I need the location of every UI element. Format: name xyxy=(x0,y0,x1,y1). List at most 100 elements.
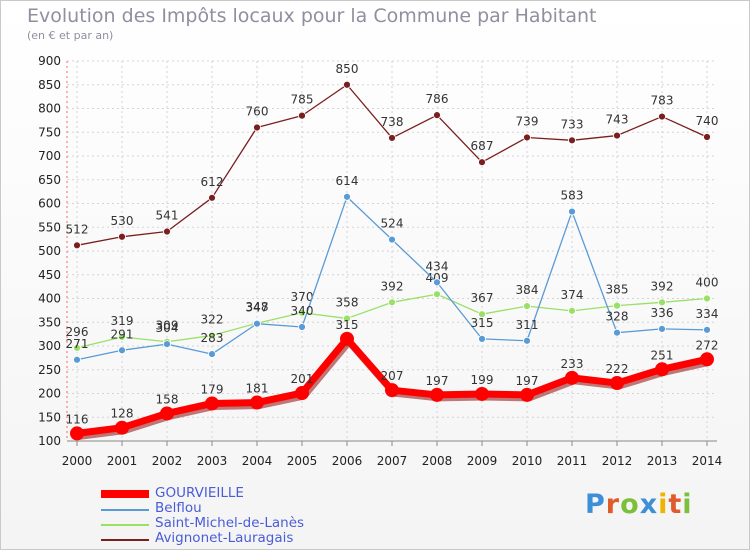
legend: GOURVIEILLE Belflou Saint-Michel-de-Lanè… xyxy=(101,486,461,547)
data-label-avignonet-2012: 743 xyxy=(606,113,629,127)
x-tick-label: 2004 xyxy=(242,454,273,468)
data-label-saint_michel-2009: 367 xyxy=(471,291,494,305)
data-label-avignonet-2010: 739 xyxy=(516,114,539,128)
x-tick-label: 2009 xyxy=(467,454,498,468)
data-label-saint_michel-2011: 374 xyxy=(561,288,584,302)
point-gourvieille-2006 xyxy=(340,331,354,346)
y-tick-label: 300 xyxy=(38,339,61,353)
data-label-belflou-2013: 336 xyxy=(651,306,674,320)
data-label-gourvieille-2009: 199 xyxy=(471,373,494,387)
data-label-saint_michel-2008: 409 xyxy=(426,271,449,285)
y-tick-label: 200 xyxy=(38,387,61,401)
y-tick-label: 400 xyxy=(38,292,61,306)
point-belflou-2013 xyxy=(658,324,666,333)
data-label-gourvieille-2007: 207 xyxy=(381,369,404,383)
data-label-saint_michel-2005: 370 xyxy=(291,290,314,304)
point-belflou-2007 xyxy=(388,235,396,244)
point-saint_michel-2011 xyxy=(568,306,576,315)
point-avignonet-2010 xyxy=(523,133,531,142)
point-gourvieille-2014 xyxy=(700,352,714,367)
data-label-gourvieille-2014: 272 xyxy=(696,338,719,352)
data-label-belflou-2005: 340 xyxy=(291,304,314,318)
data-label-avignonet-2005: 785 xyxy=(291,93,314,107)
data-label-belflou-2009: 315 xyxy=(471,316,494,330)
data-label-avignonet-2009: 687 xyxy=(471,139,494,153)
point-saint_michel-2007 xyxy=(388,298,396,307)
legend-label-belflou: Belflou xyxy=(155,500,202,516)
point-avignonet-2014 xyxy=(703,133,711,141)
y-tick-label: 600 xyxy=(38,197,61,211)
point-avignonet-2011 xyxy=(568,136,576,145)
data-label-saint_michel-2014: 400 xyxy=(696,276,719,290)
point-avignonet-2009 xyxy=(478,158,486,167)
data-label-belflou-2010: 311 xyxy=(516,318,539,332)
y-tick-label: 350 xyxy=(38,315,61,329)
x-tick-label: 2005 xyxy=(287,454,318,468)
y-tick-label: 500 xyxy=(38,244,61,258)
data-label-avignonet-2001: 530 xyxy=(111,214,134,228)
data-label-belflou-2011: 583 xyxy=(561,189,584,203)
data-label-saint_michel-2002: 309 xyxy=(156,319,179,333)
data-label-belflou-2012: 328 xyxy=(606,310,629,324)
proxiti-logo: Proxiti xyxy=(585,489,693,520)
point-gourvieille-2009 xyxy=(475,386,489,401)
y-tick-label: 800 xyxy=(38,102,61,116)
point-gourvieille-2005 xyxy=(295,386,309,401)
y-tick-label: 900 xyxy=(38,54,61,68)
point-gourvieille-2007 xyxy=(385,383,399,398)
data-label-gourvieille-2010: 197 xyxy=(516,374,539,388)
point-gourvieille-2002 xyxy=(160,406,174,421)
x-tick-label: 2001 xyxy=(107,454,138,468)
legend-swatch-saint-michel xyxy=(101,524,149,526)
legend-item-belflou: Belflou xyxy=(101,500,461,517)
data-label-belflou-2001: 291 xyxy=(111,327,134,341)
point-gourvieille-2008 xyxy=(430,387,444,402)
y-tick-label: 850 xyxy=(38,78,61,92)
point-belflou-2004 xyxy=(253,319,261,328)
data-label-saint_michel-2004: 348 xyxy=(246,300,269,314)
y-tick-label: 700 xyxy=(38,149,61,163)
data-label-belflou-2000: 271 xyxy=(66,337,89,351)
point-saint_michel-2000 xyxy=(73,343,81,352)
point-belflou-2012 xyxy=(613,328,621,337)
data-label-gourvieille-2003: 179 xyxy=(201,382,224,396)
data-label-avignonet-2007: 738 xyxy=(381,115,404,129)
point-belflou-2009 xyxy=(478,334,486,343)
point-belflou-2000 xyxy=(73,355,81,364)
data-label-saint_michel-2013: 392 xyxy=(651,279,674,293)
x-tick-label: 2010 xyxy=(512,454,543,468)
point-gourvieille-2000 xyxy=(70,426,84,441)
point-saint_michel-2008 xyxy=(433,290,441,299)
y-tick-label: 550 xyxy=(38,220,61,234)
data-label-gourvieille-2013: 251 xyxy=(651,348,674,362)
point-saint_michel-2009 xyxy=(478,310,486,319)
y-tick-label: 150 xyxy=(38,410,61,424)
y-tick-label: 750 xyxy=(38,125,61,139)
data-label-belflou-2008: 434 xyxy=(426,259,449,273)
point-saint_michel-2013 xyxy=(658,298,666,307)
legend-item-avignonet: Avignonet-Lauragais xyxy=(101,531,461,547)
data-label-avignonet-2011: 733 xyxy=(561,117,584,131)
data-label-gourvieille-2005: 201 xyxy=(291,372,314,386)
point-belflou-2005 xyxy=(298,323,306,331)
point-avignonet-2013 xyxy=(658,112,666,121)
x-tick-label: 2008 xyxy=(422,454,453,468)
point-avignonet-2005 xyxy=(298,111,306,120)
legend-swatch-gourvieille xyxy=(101,490,149,498)
data-label-saint_michel-2003: 322 xyxy=(201,313,224,327)
data-label-gourvieille-2004: 181 xyxy=(246,382,269,396)
y-tick-label: 100 xyxy=(38,434,61,448)
x-tick-label: 2013 xyxy=(647,454,678,468)
data-label-avignonet-2003: 612 xyxy=(201,175,224,189)
data-label-gourvieille-2011: 233 xyxy=(561,357,584,371)
point-avignonet-2000 xyxy=(73,241,81,250)
x-tick-label: 2003 xyxy=(197,454,228,468)
data-label-saint_michel-2007: 392 xyxy=(381,279,404,293)
point-avignonet-2001 xyxy=(118,232,126,241)
point-avignonet-2002 xyxy=(163,227,171,236)
legend-item-gourvieille: GOURVIEILLE xyxy=(101,486,461,502)
y-tick-label: 650 xyxy=(38,173,61,187)
point-gourvieille-2003 xyxy=(205,396,219,411)
data-label-avignonet-2006: 850 xyxy=(336,62,359,76)
